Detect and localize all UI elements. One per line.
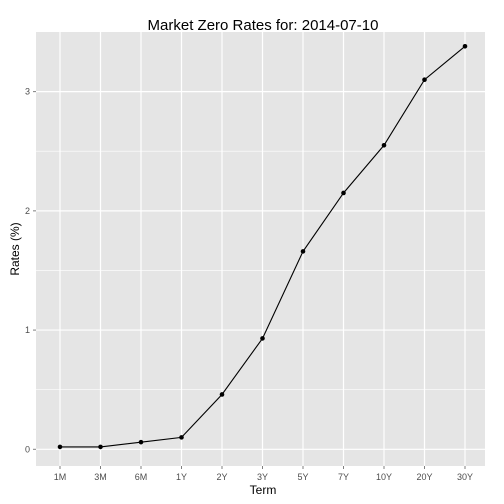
y-tick-label: 0 [25, 444, 30, 454]
data-point-30y [462, 44, 468, 49]
data-point-2y [219, 392, 225, 397]
data-point-3y [260, 336, 265, 341]
x-tick-label: 1M [54, 472, 67, 482]
data-point-6m [138, 439, 144, 445]
x-tick-label: 7Y [338, 472, 349, 482]
x-tick-label: 20Y [416, 472, 432, 482]
x-axis-ticks: 1M 3M 6M 1Y 2Y 3Y 5Y 7Y 10Y 20Y 30Y [54, 466, 473, 482]
data-point-1m [57, 444, 63, 450]
y-tick-label: 3 [25, 87, 30, 97]
grid-lines [36, 32, 485, 466]
x-tick-label: 3Y [257, 472, 268, 482]
x-tick-label: 30Y [457, 472, 473, 482]
data-point-20y [422, 77, 427, 82]
x-tick-label: 10Y [376, 472, 392, 482]
data-point-10y [381, 142, 387, 148]
x-axis-label: Term [250, 483, 277, 497]
y-tick-label: 2 [25, 206, 30, 216]
plot-panel [36, 32, 485, 466]
data-point-3m [98, 444, 103, 450]
x-tick-label: 6M [135, 472, 148, 482]
y-axis-label: Rates (%) [8, 222, 22, 275]
chart-title: Market Zero Rates for: 2014-07-10 [148, 17, 379, 34]
x-tick-label: 1Y [176, 472, 187, 482]
data-points [57, 44, 468, 450]
data-point-7y [341, 190, 346, 196]
data-point-5y [300, 249, 306, 254]
y-tick-label: 1 [25, 325, 30, 335]
x-tick-label: 5Y [297, 472, 308, 482]
x-tick-label: 3M [94, 472, 107, 482]
data-point-1y [179, 435, 184, 440]
x-tick-label: 2Y [216, 472, 227, 482]
y-axis-ticks: 0 1 2 3 [25, 87, 36, 454]
